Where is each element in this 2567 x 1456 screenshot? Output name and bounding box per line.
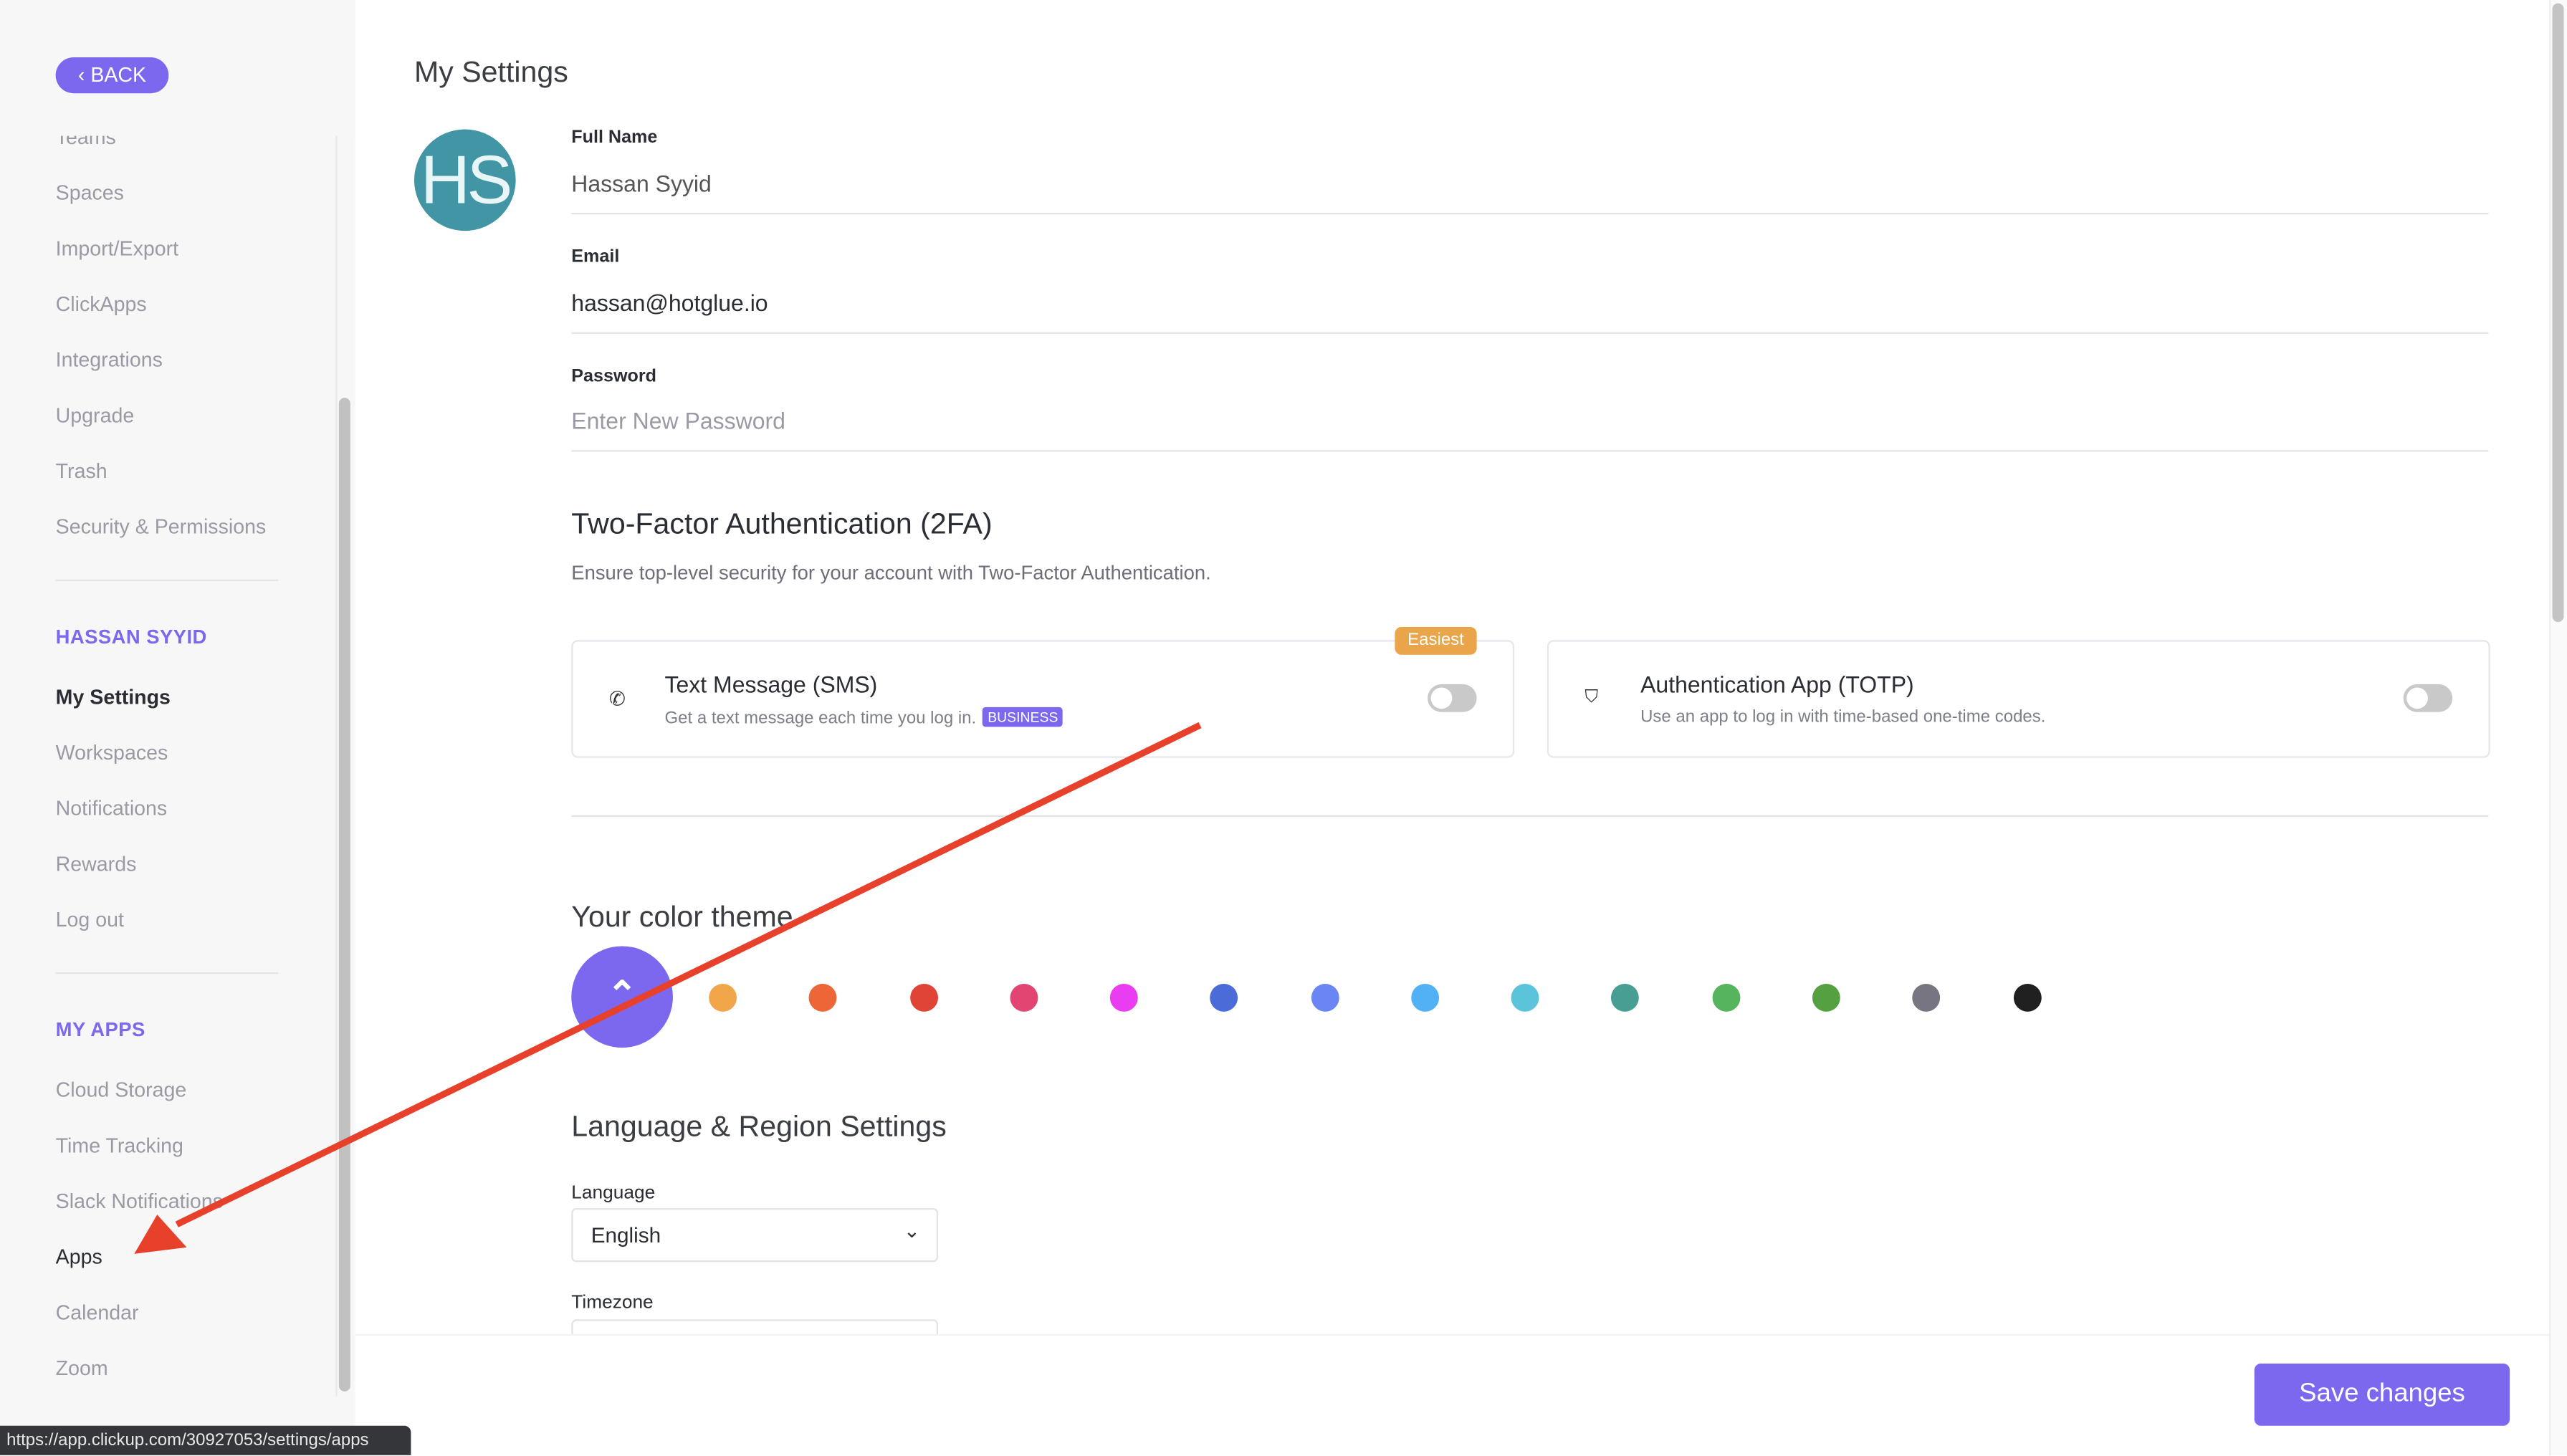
sidebar-item-import-export[interactable]: Import/Export [55, 237, 179, 261]
sms-desc-text: Get a text message each time you log in. [664, 709, 977, 729]
theme-color-swatch[interactable] [708, 983, 736, 1012]
theme-color-swatch[interactable] [1009, 983, 1038, 1012]
sidebar-item-log-out[interactable]: Log out [55, 908, 124, 931]
page-scrollbar-thumb[interactable] [2552, 3, 2564, 623]
totp-2fa-card[interactable]: ⛉ Authentication App (TOTP) Use an app t… [1547, 640, 2490, 758]
easiest-badge: Easiest [1395, 626, 1477, 655]
sidebar-item-security[interactable]: Security & Permissions [55, 515, 267, 539]
totp-description: Use an app to log in with time-based one… [1640, 707, 2046, 727]
sidebar-item-calendar[interactable]: Calendar [55, 1301, 139, 1325]
shield-icon: ⛉ [1584, 687, 1599, 707]
business-badge: BUSINESS [983, 707, 1063, 727]
sidebar-scrollbar-thumb[interactable] [338, 398, 350, 1392]
section-divider [571, 815, 2489, 817]
theme-color-swatch[interactable] [1410, 983, 1438, 1012]
status-bar-url: https://app.clickup.com/30927053/setting… [0, 1425, 411, 1455]
sidebar-item-apps[interactable]: Apps [55, 1245, 102, 1269]
back-button[interactable]: ‹ BACK [55, 57, 169, 94]
theme-color-swatch[interactable] [808, 983, 836, 1012]
field-underline [571, 332, 2489, 335]
sidebar-divider [55, 972, 279, 974]
email-input[interactable]: hassan@hotglue.io [571, 289, 768, 316]
sidebar-item-clickapps[interactable]: ClickApps [55, 292, 147, 316]
theme-color-swatch[interactable] [1109, 983, 1137, 1012]
sms-description: Get a text message each time you log in.… [665, 707, 1063, 729]
totp-toggle[interactable] [2403, 684, 2453, 712]
sidebar-item-upgrade[interactable]: Upgrade [55, 404, 135, 428]
chevron-down-icon: ⌄ [903, 1219, 920, 1242]
sidebar-item-my-settings[interactable]: My Settings [55, 686, 171, 709]
sms-toggle[interactable] [1428, 684, 1477, 712]
sms-title: Text Message (SMS) [664, 671, 878, 698]
footer-bar [355, 1333, 2549, 1455]
theme-color-swatch[interactable] [1811, 983, 1840, 1012]
region-heading: Language & Region Settings [571, 1109, 947, 1143]
theme-color-swatch[interactable] [1711, 983, 1740, 1012]
language-select[interactable]: English ⌄ [571, 1207, 939, 1263]
theme-color-swatch[interactable] [1510, 983, 1539, 1012]
sidebar-item-notifications[interactable]: Notifications [55, 797, 168, 820]
sms-2fa-card[interactable]: ✆ Text Message (SMS) Get a text message … [571, 640, 1515, 758]
save-changes-button[interactable]: Save changes [2254, 1363, 2510, 1426]
sidebar-item-spaces[interactable]: Spaces [55, 181, 124, 205]
tfa-description: Ensure top-level security for your accou… [571, 561, 1211, 585]
password-label: Password [571, 366, 657, 387]
language-value: English [591, 1222, 661, 1247]
language-label: Language [571, 1183, 656, 1204]
theme-color-swatch[interactable] [909, 983, 937, 1012]
page-title: My Settings [414, 55, 568, 89]
apps-section-heading: MY APPS [55, 1017, 145, 1041]
sidebar-item-time-tracking[interactable]: Time Tracking [55, 1134, 183, 1158]
sidebar-item-workspaces[interactable]: Workspaces [55, 741, 168, 765]
full-name-input[interactable]: Hassan Syyid [571, 170, 712, 197]
timezone-label: Timezone [571, 1293, 654, 1313]
theme-color-swatch[interactable] [1209, 983, 1237, 1012]
user-section-heading: HASSAN SYYID [55, 625, 207, 648]
sidebar-item-rewards[interactable]: Rewards [55, 853, 137, 876]
email-label: Email [571, 246, 620, 267]
theme-color-swatch[interactable] [1610, 983, 1638, 1012]
field-underline [571, 450, 2489, 452]
sidebar-item-trash[interactable]: Trash [55, 459, 107, 483]
sidebar-divider [55, 579, 279, 581]
theme-color-swatch[interactable] [1310, 983, 1339, 1012]
totp-title: Authentication App (TOTP) [1640, 671, 1914, 698]
sidebar-header [0, 0, 355, 136]
sidebar-item-cloud-storage[interactable]: Cloud Storage [55, 1078, 187, 1102]
theme-color-swatch[interactable] [1911, 983, 1939, 1012]
sidebar-item-integrations[interactable]: Integrations [55, 348, 163, 372]
sidebar-item-slack-notifications[interactable]: Slack Notifications [55, 1189, 223, 1213]
tfa-heading: Two-Factor Authentication (2FA) [571, 507, 993, 540]
sidebar: Teams ‹ BACK Spaces Import/Export ClickA… [0, 0, 355, 1455]
clickup-logo-icon: ⌃ [607, 974, 638, 1015]
password-input[interactable]: Enter New Password [571, 407, 785, 434]
theme-heading: Your color theme [571, 900, 793, 934]
theme-color-selected[interactable]: ⌃ [571, 946, 673, 1048]
avatar[interactable]: HS [414, 129, 516, 231]
full-name-label: Full Name [571, 128, 658, 148]
sidebar-item-zoom[interactable]: Zoom [55, 1356, 108, 1380]
phone-icon: ✆ [608, 687, 626, 711]
field-underline [571, 212, 2489, 215]
theme-color-swatch[interactable] [2012, 983, 2041, 1012]
